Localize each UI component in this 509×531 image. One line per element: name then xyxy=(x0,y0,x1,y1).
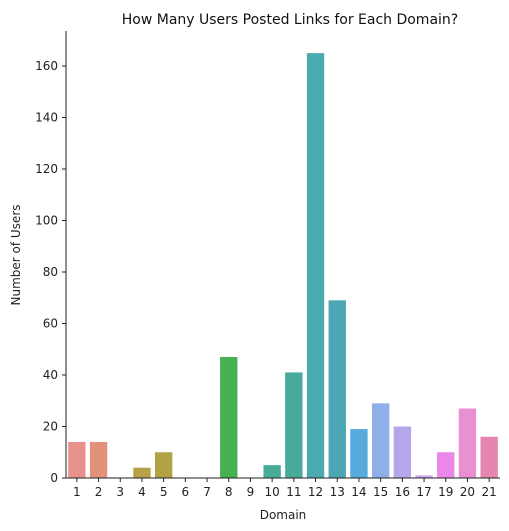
x-tick-label: 6 xyxy=(182,485,190,499)
x-axis-title: Domain xyxy=(260,508,307,522)
y-tick-label: 80 xyxy=(43,265,58,279)
bar-5 xyxy=(154,452,173,478)
bar-11 xyxy=(285,372,303,478)
y-tick-label: 120 xyxy=(35,162,58,176)
y-tick-label: 140 xyxy=(35,111,58,125)
x-tick-label: 7 xyxy=(203,485,211,499)
bar-2 xyxy=(89,441,108,478)
bars-group xyxy=(68,53,498,479)
y-tick-label: 60 xyxy=(43,317,58,331)
x-tick-label: 1 xyxy=(73,485,81,499)
x-tick-label: 2 xyxy=(95,485,103,499)
bar-17 xyxy=(415,475,433,478)
x-tick-label: 4 xyxy=(138,485,146,499)
x-tick-label: 3 xyxy=(116,485,124,499)
y-axis-title: Number of Users xyxy=(9,204,23,305)
bar-12 xyxy=(306,53,325,479)
x-tick-label: 9 xyxy=(247,485,255,499)
bar-20 xyxy=(458,408,477,478)
y-tick-label: 20 xyxy=(43,420,58,434)
bar-13 xyxy=(328,300,346,478)
x-tick-label: 12 xyxy=(308,485,323,499)
bar-15 xyxy=(371,403,390,478)
x-ticks-group: 1 2 3 4 5 6 7 8 9 10 11 12 13 14 15 16 17 19 20 21 xyxy=(73,478,497,499)
bar-4 xyxy=(133,467,151,478)
y-tick-label: 160 xyxy=(35,59,58,73)
y-ticks-group: 0 20 40 60 80 100 120 140 160 xyxy=(35,59,66,485)
x-tick-label: 21 xyxy=(482,485,497,499)
chart-title: How Many Users Posted Links for Each Dom… xyxy=(122,12,458,28)
bar-21 xyxy=(480,436,498,478)
x-tick-label: 20 xyxy=(460,485,475,499)
y-tick-label: 40 xyxy=(43,368,58,382)
bar-1 xyxy=(68,441,86,478)
bar-16 xyxy=(393,426,412,478)
x-tick-label: 14 xyxy=(351,485,366,499)
x-tick-label: 10 xyxy=(265,485,280,499)
bar-8 xyxy=(220,356,238,478)
y-tick-label: 100 xyxy=(35,214,58,228)
bar-19 xyxy=(437,452,455,478)
x-tick-label: 19 xyxy=(438,485,453,499)
y-tick-label: 0 xyxy=(50,471,58,485)
x-tick-label: 13 xyxy=(330,485,345,499)
x-tick-label: 11 xyxy=(286,485,301,499)
x-tick-label: 15 xyxy=(373,485,388,499)
x-tick-label: 17 xyxy=(416,485,431,499)
x-tick-label: 5 xyxy=(160,485,168,499)
bar-14 xyxy=(350,429,368,478)
x-tick-label: 16 xyxy=(395,485,410,499)
x-tick-label: 8 xyxy=(225,485,233,499)
bar-10 xyxy=(263,465,281,479)
